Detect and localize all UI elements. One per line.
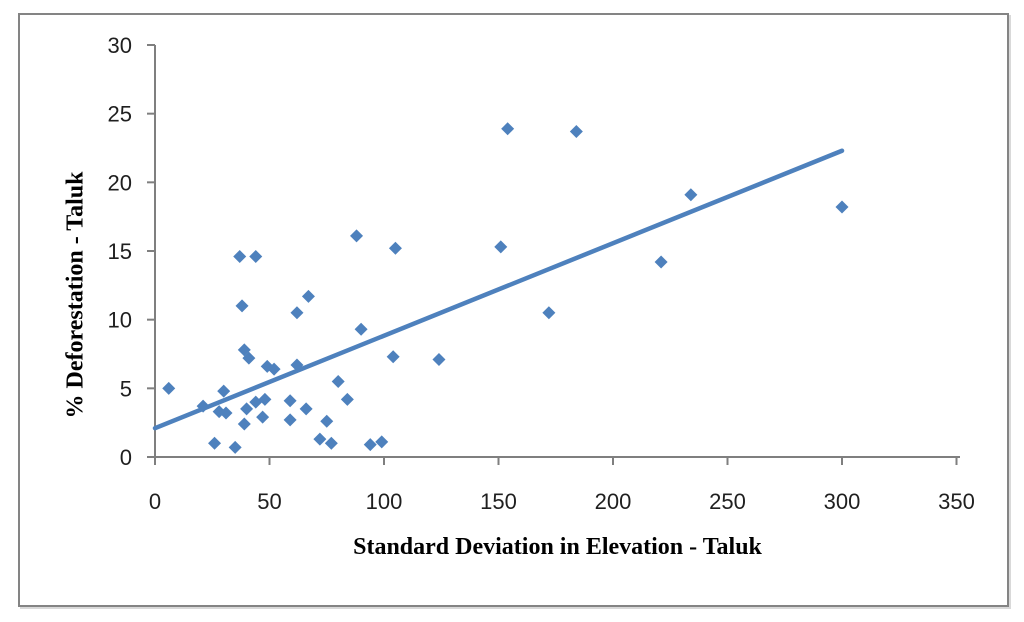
y-tick-label: 10: [108, 308, 132, 333]
x-tick-label: 200: [595, 489, 632, 514]
y-tick-label: 20: [108, 170, 132, 195]
data-point: [569, 125, 583, 139]
x-tick-label: 300: [824, 489, 861, 514]
x-axis-title: Standard Deviation in Elevation - Taluk: [353, 534, 762, 560]
data-point: [249, 395, 263, 409]
data-point: [267, 362, 281, 376]
data-point: [301, 289, 315, 303]
data-point: [684, 188, 698, 202]
data-point: [388, 241, 402, 255]
data-point: [217, 384, 231, 398]
data-point: [258, 392, 272, 406]
data-point: [256, 410, 270, 424]
data-point: [196, 399, 210, 413]
data-point: [249, 249, 263, 263]
y-tick-label: 5: [120, 376, 132, 401]
data-point: [233, 249, 247, 263]
x-tick-label: 0: [149, 489, 161, 514]
data-point: [228, 440, 242, 454]
y-tick-label: 25: [108, 102, 132, 127]
data-point: [432, 352, 446, 366]
y-axis-title: % Deforestation - Taluk: [62, 171, 89, 419]
data-point: [208, 436, 222, 450]
scatter-chart: 0 50 100 150 200 250 300 350 0 5 10 15 20 25 30: [108, 33, 975, 514]
y-tick-label: 30: [108, 33, 132, 58]
data-point: [235, 299, 249, 313]
chart-frame: 0 50 100 150 200 250 300 350 0 5 10 15 20 25 30 Standa…: [18, 13, 1009, 607]
data-point: [219, 406, 233, 420]
x-tick-label: 250: [709, 489, 746, 514]
x-tick-label: 100: [366, 489, 403, 514]
trend-line: [152, 148, 845, 431]
data-point: [320, 414, 334, 428]
data-point: [283, 394, 297, 408]
data-point: [501, 122, 515, 136]
data-point: [375, 435, 389, 449]
data-point: [542, 306, 556, 320]
data-point: [386, 350, 400, 364]
data-point: [162, 381, 176, 395]
data-point: [350, 229, 364, 243]
data-point: [354, 322, 368, 336]
data-point: [240, 402, 254, 416]
y-tick-label: 15: [108, 239, 132, 264]
y-tick-label: 0: [120, 445, 132, 470]
data-point: [290, 306, 304, 320]
data-point: [290, 358, 304, 372]
x-tick-label: 50: [257, 489, 281, 514]
x-tick-label: 150: [480, 489, 517, 514]
data-point: [363, 438, 377, 452]
data-point: [654, 255, 668, 269]
data-point: [324, 436, 338, 450]
data-point: [340, 392, 354, 406]
data-point: [242, 351, 256, 365]
data-point: [299, 402, 313, 416]
data-point: [494, 240, 508, 254]
data-point: [835, 200, 849, 214]
data-point: [237, 417, 251, 431]
x-tick-label: 350: [938, 489, 975, 514]
data-point: [331, 374, 345, 388]
data-point: [313, 432, 327, 446]
data-point: [260, 359, 274, 373]
data-point: [283, 413, 297, 427]
